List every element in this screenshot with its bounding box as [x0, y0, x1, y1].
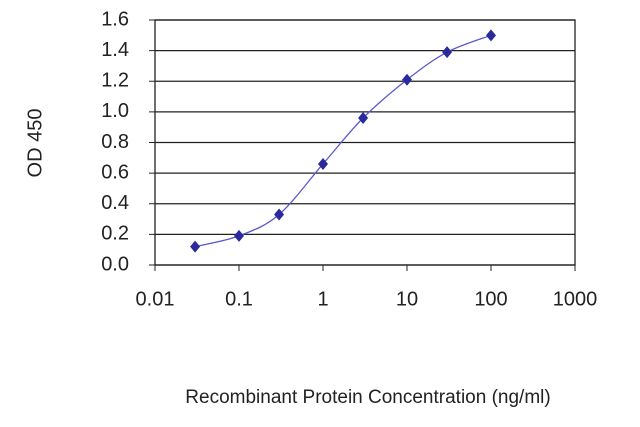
data-point [318, 157, 328, 170]
x-tick-label: 100 [474, 288, 507, 310]
data-point [190, 240, 201, 253]
y-axis-label: OD 450 [24, 109, 46, 178]
data-line [194, 34, 492, 248]
y-tick-label: 1.2 [101, 70, 129, 92]
y-tick-label: 1.0 [101, 100, 129, 122]
data-point [442, 46, 453, 59]
x-tick-label: 0.1 [225, 288, 253, 310]
y-tick-label: 0.6 [101, 161, 129, 183]
data-point [358, 112, 369, 124]
x-axis-label: Recombinant Protein Concentration (ng/ml… [185, 387, 550, 408]
x-tick-label: 1000 [553, 288, 598, 310]
y-tick-label: 1.4 [101, 39, 129, 61]
data-point [234, 229, 244, 242]
x-tick-label: 10 [396, 288, 418, 310]
data-point [486, 29, 496, 42]
x-tick-label: 0.01 [136, 288, 175, 310]
y-tick-label: 1.6 [101, 8, 129, 30]
data-point [402, 73, 412, 86]
y-tick-label: 0.8 [101, 131, 129, 153]
x-tick-label: 1 [317, 288, 328, 310]
y-tick-label: 0.0 [101, 253, 129, 275]
y-tick-label: 0.2 [101, 223, 129, 245]
data-point [274, 208, 285, 221]
y-tick-label: 0.4 [101, 192, 129, 214]
